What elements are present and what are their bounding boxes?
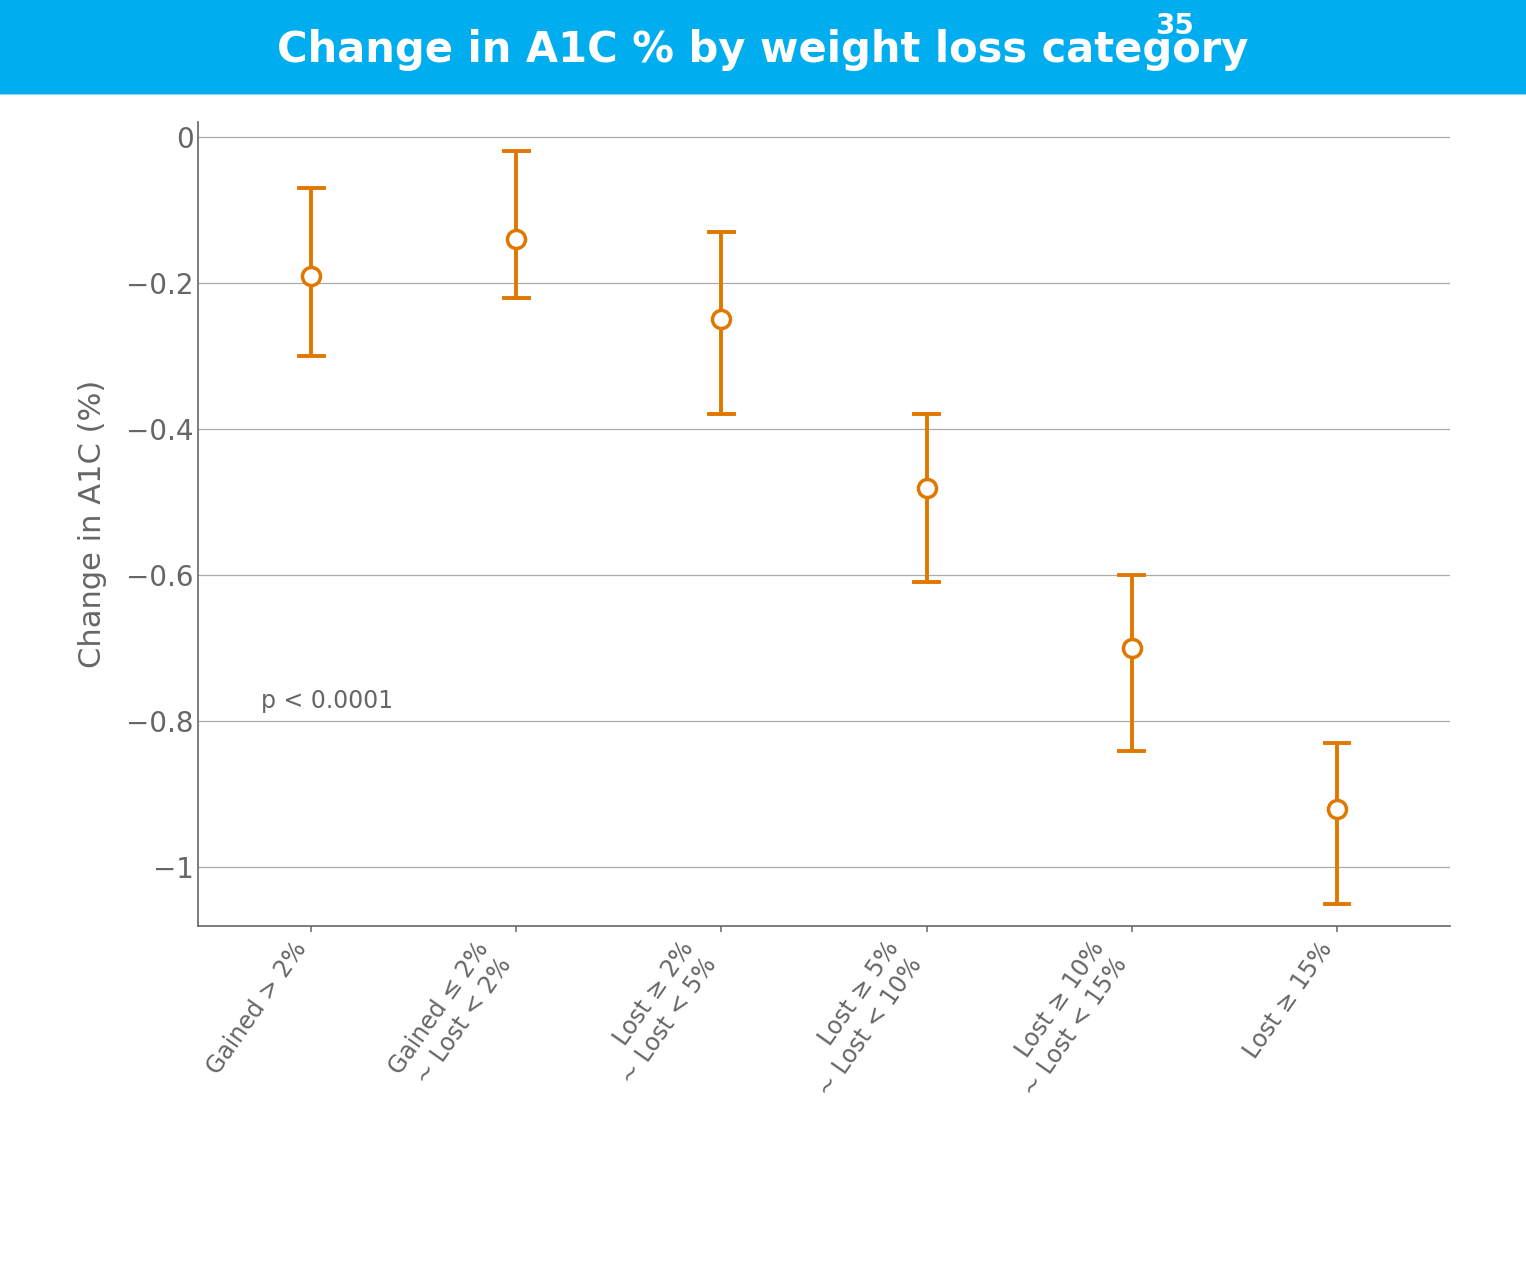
Text: p < 0.0001: p < 0.0001 (261, 689, 394, 712)
Text: 35: 35 (1155, 12, 1193, 40)
FancyBboxPatch shape (0, 0, 1526, 94)
Text: Change in A1C % by weight loss category: Change in A1C % by weight loss category (278, 30, 1248, 71)
Y-axis label: Change in A1C (%): Change in A1C (%) (78, 379, 107, 669)
